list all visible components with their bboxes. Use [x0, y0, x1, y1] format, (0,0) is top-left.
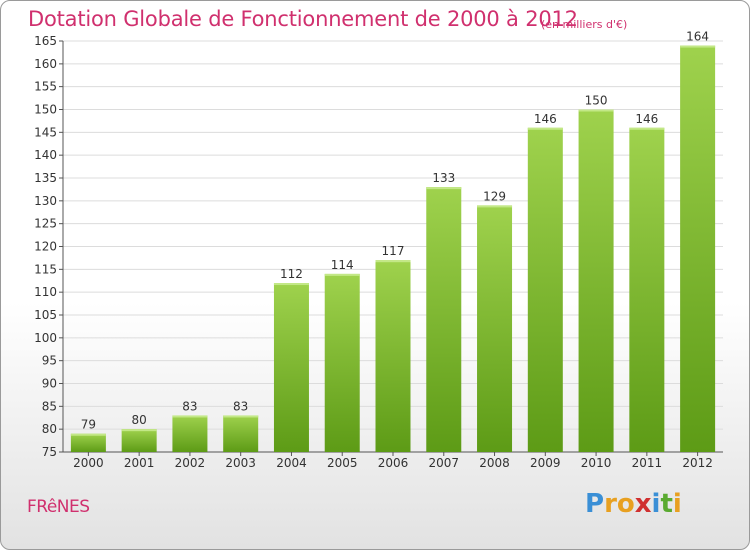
bar-value-label: 150 [585, 94, 608, 108]
bar-value-label: 83 [233, 399, 248, 413]
y-tick-label: 95 [42, 354, 57, 368]
labels: 75 80 85 90 95 100 105 110 115 120 125 130 135 140 145… [34, 30, 713, 470]
y-tick-label: 75 [42, 445, 57, 459]
bar-2012 [680, 45, 716, 453]
x-tick-label: 2002 [175, 456, 206, 470]
x-tick-label: 2010 [581, 456, 612, 470]
y-tick-label: 85 [42, 399, 57, 413]
x-tick-label: 2005 [327, 456, 358, 470]
proxiti-logo: Proxiti [585, 489, 682, 519]
bar-2008 [477, 205, 513, 452]
bar-highlight [273, 283, 309, 286]
logo-letter: x [634, 489, 652, 519]
y-tick-label: 165 [34, 34, 57, 48]
y-tick-label: 105 [34, 308, 57, 322]
y-tick-label: 135 [34, 171, 57, 185]
bar-highlight [629, 127, 665, 130]
y-tick-label: 140 [34, 148, 57, 162]
bar-2003 [223, 415, 259, 452]
bar-highlight [375, 260, 411, 263]
y-tick-label: 120 [34, 240, 57, 254]
bar-value-label: 133 [432, 171, 455, 185]
y-tick-label: 115 [34, 262, 57, 276]
x-tick-label: 2009 [530, 456, 561, 470]
y-tick-label: 155 [34, 80, 57, 94]
y-tick-label: 145 [34, 125, 57, 139]
logo-letter: r [604, 489, 617, 519]
x-tick-label: 2003 [225, 456, 256, 470]
bar-highlight [70, 433, 106, 436]
bar-2002 [172, 415, 208, 452]
x-tick-label: 2011 [632, 456, 663, 470]
bar-2007 [426, 187, 462, 452]
x-tick-label: 2006 [378, 456, 409, 470]
town-name: FRêNES [27, 497, 90, 517]
bar-value-label: 129 [483, 189, 506, 203]
logo-letter: i [672, 489, 682, 519]
bar-highlight [680, 45, 716, 48]
bar-value-label: 79 [81, 418, 96, 432]
x-tick-label: 2000 [73, 456, 104, 470]
y-tick-label: 160 [34, 57, 57, 71]
y-tick-label: 90 [42, 377, 57, 391]
bar-2006 [375, 260, 411, 452]
bar-value-label: 112 [280, 267, 303, 281]
x-tick-label: 2004 [276, 456, 307, 470]
x-tick-label: 2001 [124, 456, 155, 470]
bar-value-label: 146 [534, 112, 557, 126]
chart-title: Dotation Globale de Fonctionnement de 20… [28, 7, 578, 31]
x-tick-label: 2007 [428, 456, 459, 470]
bar-value-label: 117 [382, 244, 405, 258]
bar-highlight [223, 415, 259, 418]
bar-highlight [324, 273, 360, 276]
bars [70, 45, 716, 453]
bar-value-label: 146 [635, 112, 658, 126]
x-tick-label: 2008 [479, 456, 510, 470]
y-tick-label: 80 [42, 422, 57, 436]
bar-2001 [121, 429, 157, 452]
logo-letter: P [585, 489, 605, 519]
bar-2004 [273, 283, 309, 452]
y-tick-label: 100 [34, 331, 57, 345]
bar-2011 [629, 127, 665, 453]
bar-highlight [426, 187, 462, 190]
bar-2009 [527, 127, 563, 453]
bar-highlight [172, 415, 208, 418]
y-tick-label: 130 [34, 194, 57, 208]
y-tick-label: 110 [34, 285, 57, 299]
bar-value-label: 83 [182, 399, 197, 413]
bar-highlight [527, 127, 563, 130]
bar-value-label: 114 [331, 258, 354, 272]
logo-letter: o [616, 489, 635, 519]
bar-highlight [121, 429, 157, 432]
bar-2000 [70, 433, 106, 452]
chart-subtitle: (en milliers d'€) [541, 18, 628, 31]
logo-letter: t [660, 489, 673, 519]
bar-value-label: 80 [132, 413, 147, 427]
y-tick-label: 125 [34, 217, 57, 231]
bar-value-label: 164 [686, 30, 709, 44]
bar-highlight [578, 109, 614, 112]
bar-2005 [324, 273, 360, 452]
bar-highlight [477, 205, 513, 208]
y-tick-label: 150 [34, 103, 57, 117]
x-tick-label: 2012 [682, 456, 713, 470]
logo-letter: i [651, 489, 661, 519]
bar-2010 [578, 109, 614, 452]
